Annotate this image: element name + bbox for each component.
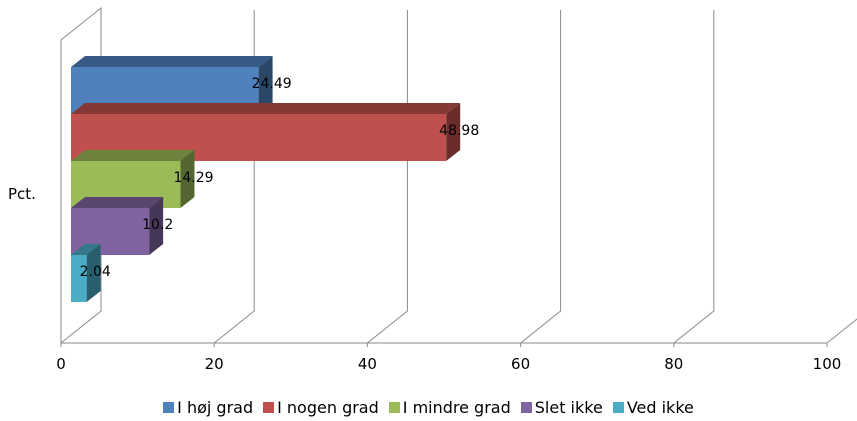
bar-group: 2.04	[71, 244, 111, 302]
legend-item: I høj grad	[163, 398, 253, 417]
x-tick-label: 20	[205, 355, 224, 373]
gridline	[367, 10, 408, 344]
legend-swatch	[263, 402, 275, 413]
legend-item: I nogen grad	[263, 398, 379, 417]
legend-item: Slet ikke	[520, 398, 603, 417]
data-label: 48.98	[439, 123, 479, 139]
bar-top-face	[71, 150, 195, 161]
legend-item: Ved ikke	[612, 398, 694, 417]
bar-top-face	[71, 197, 164, 208]
legend-swatch	[612, 402, 624, 413]
bar-top-face	[71, 103, 461, 114]
x-tick-label: 100	[813, 355, 842, 373]
side-wall	[60, 6, 102, 345]
bar-group: 10.2	[71, 197, 173, 255]
legend-item: I mindre grad	[388, 398, 511, 417]
bar-side-face	[446, 103, 461, 161]
legend-label: Ved ikke	[626, 398, 694, 417]
bar-side-face	[86, 244, 101, 302]
legend-swatch	[388, 402, 400, 413]
gridline	[826, 318, 857, 344]
legend-label: I nogen grad	[277, 398, 379, 417]
bar-group: 48.98	[71, 103, 479, 161]
category-label: Pct.	[8, 185, 36, 203]
gridline	[673, 10, 715, 344]
legend-label: I mindre grad	[402, 398, 511, 417]
data-label: 24.49	[252, 76, 292, 92]
bar	[71, 255, 87, 302]
bar-side-face	[258, 56, 273, 114]
bars: 24.49 48.98 14.29 10.2 2.04	[71, 56, 479, 302]
x-tick-label: 80	[664, 355, 683, 373]
x-tick-label: 0	[56, 355, 66, 373]
bar-top-face	[71, 56, 273, 67]
legend-swatch	[520, 402, 532, 413]
legend-label: Slet ikke	[534, 398, 603, 417]
legend-swatch	[163, 402, 175, 413]
data-label: 14.29	[173, 170, 213, 186]
chart-walls	[60, 6, 827, 345]
bar-side-face	[149, 197, 164, 255]
x-tick-label: 40	[358, 355, 377, 373]
gridlines	[213, 10, 857, 344]
legend: I høj grad I nogen grad I mindre grad Slet …	[0, 398, 857, 417]
data-label: 10.2	[142, 217, 173, 233]
x-tick-label: 60	[511, 355, 530, 373]
bar-side-face	[180, 150, 195, 208]
legend-label: I høj grad	[177, 398, 254, 417]
bar-top-face	[71, 244, 101, 255]
x-axis: 0 20 40 60 80 100	[56, 343, 841, 373]
data-label: 2.04	[80, 264, 111, 280]
gridline	[520, 10, 562, 344]
